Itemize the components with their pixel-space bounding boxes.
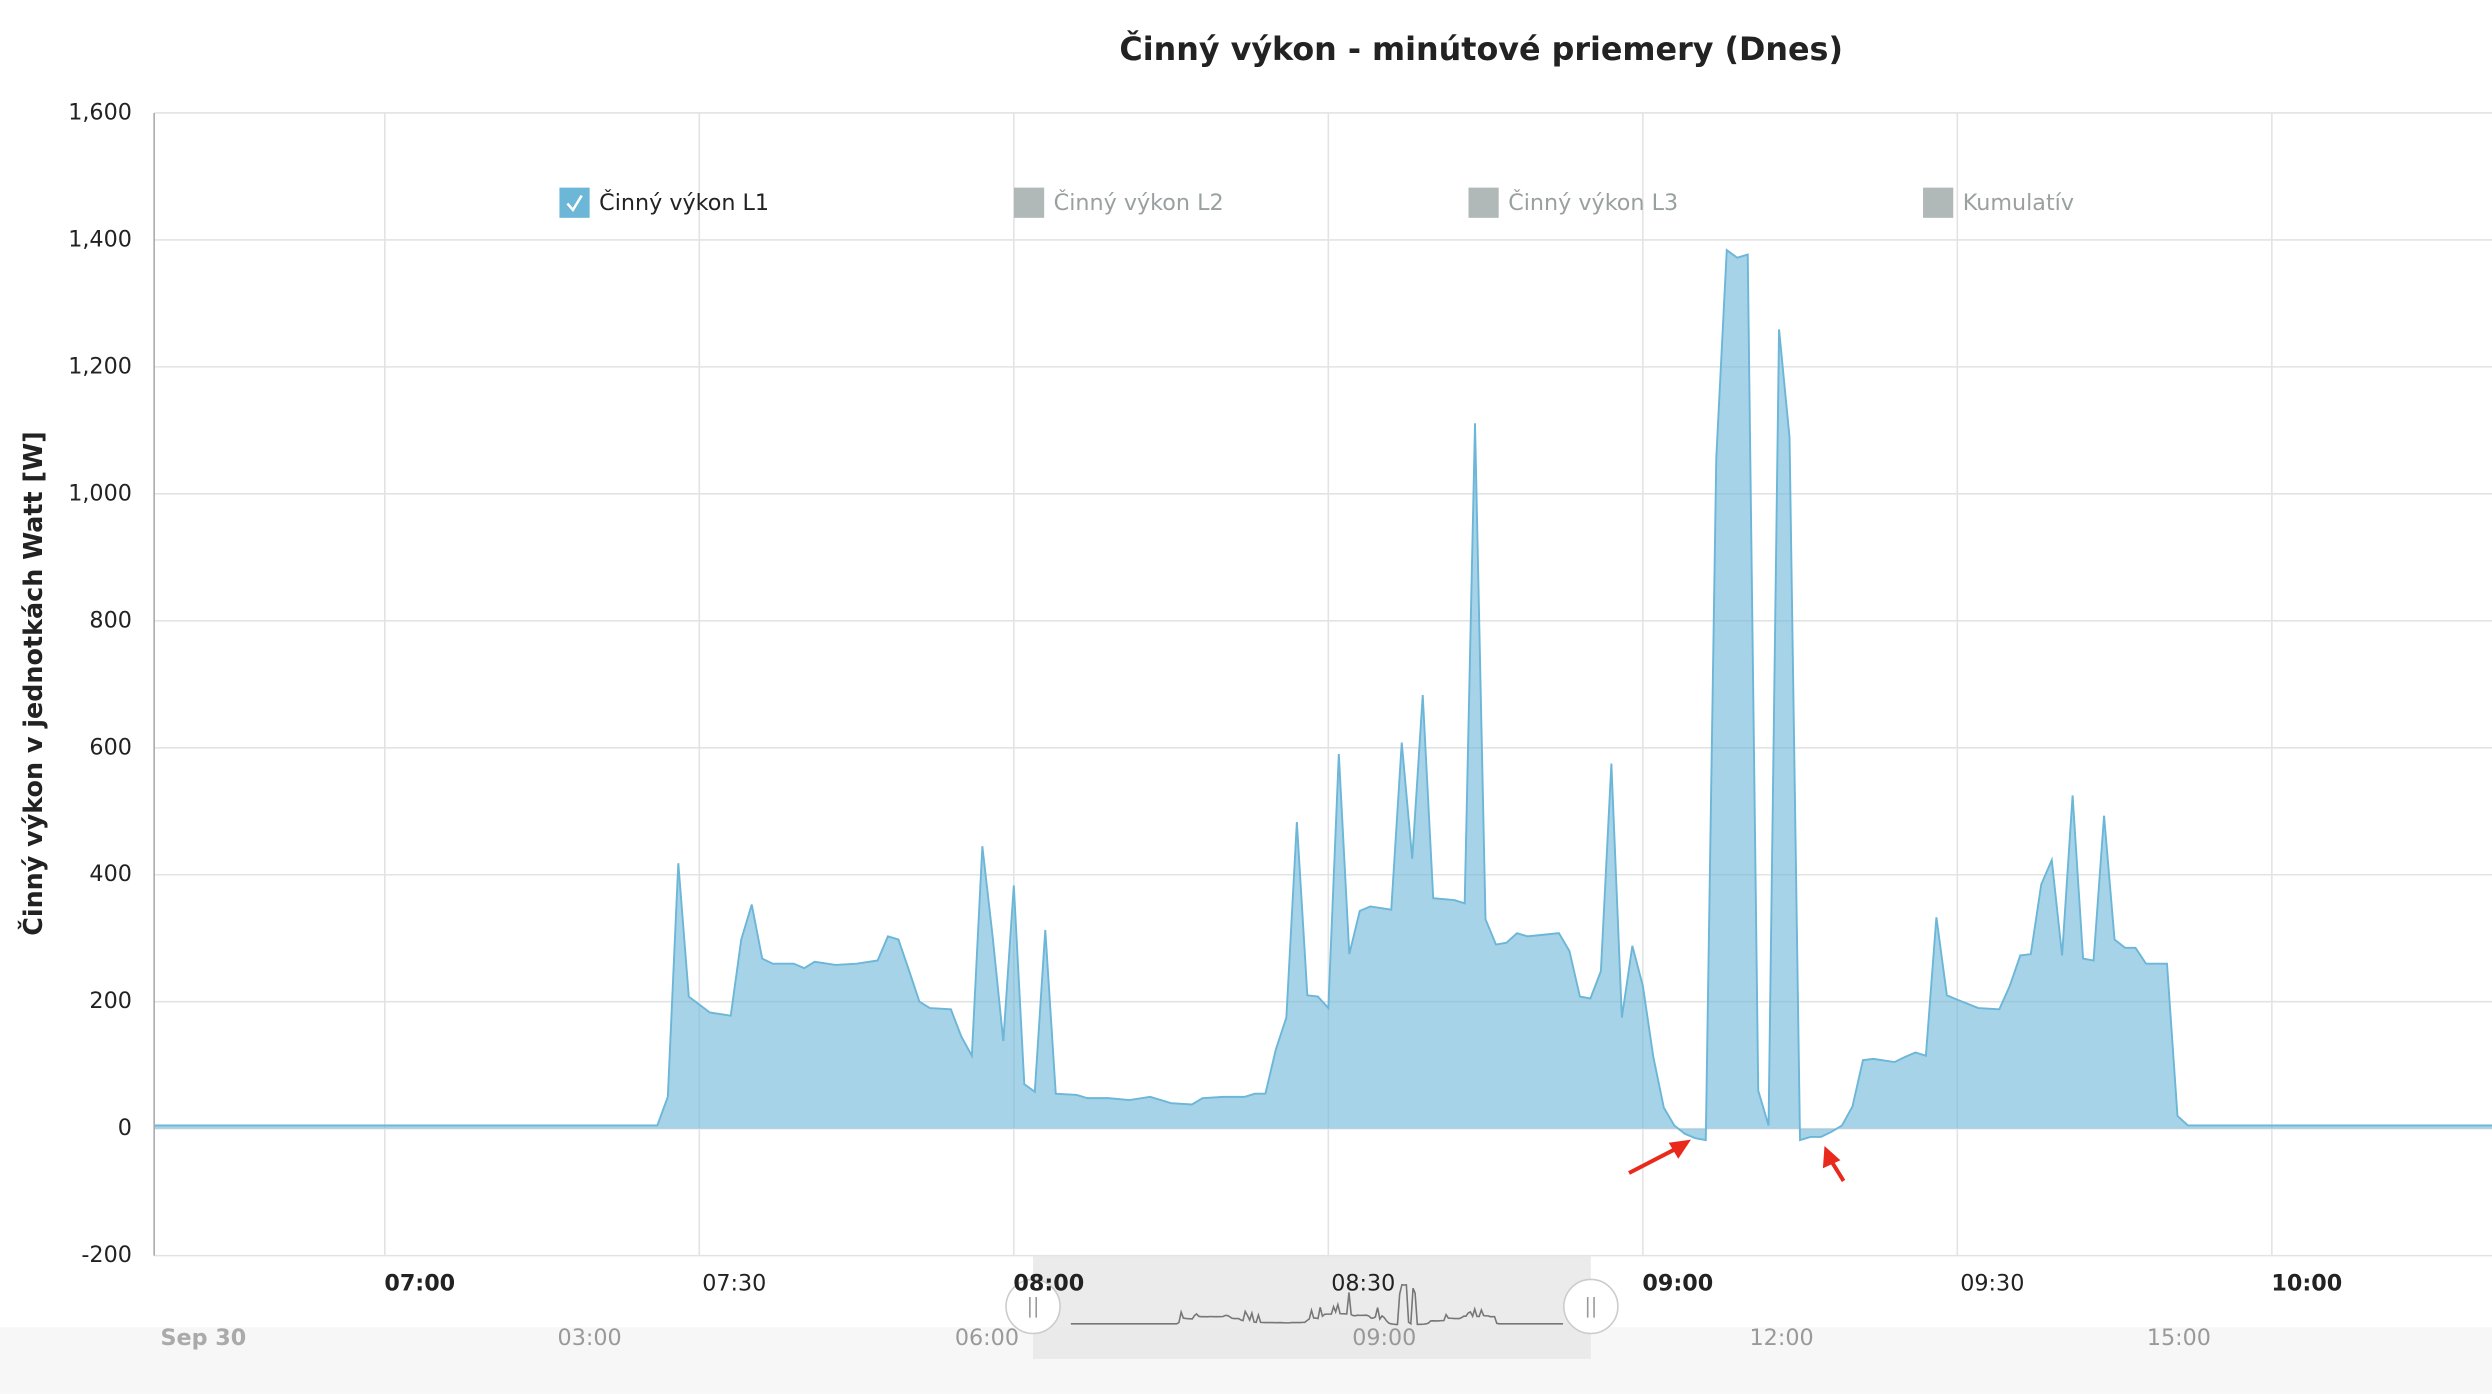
plot-area bbox=[154, 248, 2492, 1142]
navigator-line bbox=[1070, 1283, 1564, 1326]
x-tick-label: 07:30 bbox=[702, 1271, 766, 1297]
y-tick-label: -200 bbox=[81, 1242, 132, 1268]
navigator-tick-label: 09:00 bbox=[1352, 1325, 1416, 1351]
legend-label[interactable]: Činný výkon L3 bbox=[1508, 188, 1678, 216]
legend-swatch[interactable] bbox=[1468, 187, 1499, 218]
y-tick-label: 1,400 bbox=[68, 226, 132, 252]
legend-label[interactable]: Činný výkon L2 bbox=[1054, 188, 1224, 216]
y-tick-label: 1,600 bbox=[68, 99, 132, 125]
legend-label[interactable]: Činný výkon L1 bbox=[599, 188, 769, 216]
x-tick-label: 07:00 bbox=[384, 1271, 455, 1297]
legend-swatch[interactable] bbox=[1013, 187, 1045, 218]
x-tick-label: 09:00 bbox=[1642, 1271, 1713, 1297]
y-tick-label: 600 bbox=[89, 734, 131, 760]
legend-swatch[interactable] bbox=[1923, 187, 1954, 218]
navigator-selection[interactable] bbox=[1033, 1255, 1591, 1359]
arrow bbox=[1628, 1145, 1680, 1175]
navigator-tick-label: 15:00 bbox=[2147, 1325, 2211, 1351]
arrow bbox=[1829, 1159, 1846, 1182]
y-tick-label: 800 bbox=[89, 607, 131, 633]
navigator-tick-label: 06:00 bbox=[955, 1325, 1019, 1351]
area-line bbox=[154, 248, 2492, 1142]
handle-grip bbox=[1586, 1296, 1595, 1318]
x-tick-label: 08:00 bbox=[1013, 1271, 1084, 1297]
y-tick-label: 1,000 bbox=[68, 480, 132, 506]
legend-check bbox=[566, 194, 583, 213]
legend: Činný výkon L1 Činný výkon L2 Činný výkon … bbox=[559, 187, 2074, 218]
x-tick-label: 10:00 bbox=[2271, 1271, 2342, 1297]
navigator-handle[interactable] bbox=[1005, 1278, 1061, 1335]
navigator-tick-label: 03:00 bbox=[558, 1325, 622, 1351]
navigator: Sep 30 03:00 06:00 09:00 12:00 15:00 bbox=[161, 1255, 2211, 1359]
y-tick-label: 400 bbox=[89, 861, 131, 887]
y-tick-label: 200 bbox=[89, 988, 131, 1014]
arrow-head bbox=[1668, 1139, 1691, 1159]
y-axis-label: Činný výkon v jednotkách Watt [W] bbox=[18, 431, 48, 936]
x-tick-label: 08:30 bbox=[1331, 1271, 1395, 1297]
handle-grip bbox=[1029, 1296, 1038, 1318]
navigator-handle[interactable] bbox=[1563, 1278, 1619, 1335]
x-tick-label: 09:30 bbox=[1960, 1271, 2024, 1297]
legend-label[interactable]: Kumulatív bbox=[1963, 190, 2074, 216]
arrow-head bbox=[1822, 1145, 1841, 1169]
navigator-tick-label: 12:00 bbox=[1750, 1325, 1814, 1351]
y-tick-label: 0 bbox=[118, 1115, 132, 1141]
legend-swatch[interactable] bbox=[559, 187, 590, 218]
annotation-arrows bbox=[1628, 1139, 1846, 1182]
navigator-handles bbox=[1005, 1278, 1619, 1335]
navigator-date: Sep 30 bbox=[161, 1325, 247, 1351]
y-tick-label: 1,200 bbox=[68, 353, 132, 379]
chart-title: Činný výkon - minútové priemery (Dnes) bbox=[1119, 29, 1843, 68]
